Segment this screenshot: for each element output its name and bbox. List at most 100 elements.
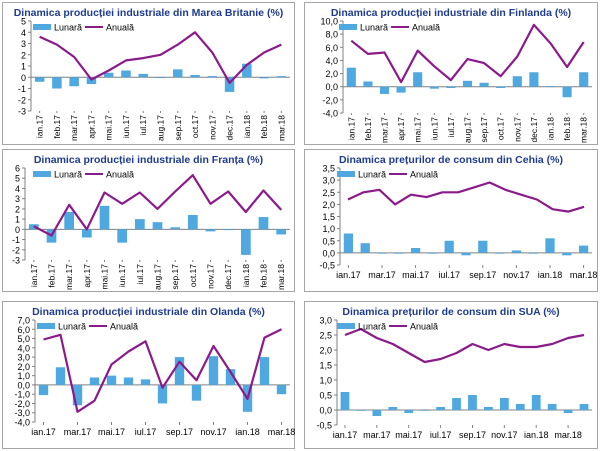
y-tick-label: -1: [12, 235, 20, 245]
legend-bar-swatch: [33, 24, 51, 30]
x-tick-label: ian.18: [538, 270, 563, 280]
x-tick-label: feb.18: [562, 117, 572, 141]
bar-monthly: [276, 229, 287, 235]
chart-panel-uk: Dinamica producției industriale din Mare…: [2, 2, 295, 145]
bar-monthly: [545, 86, 556, 87]
bar-monthly: [134, 219, 145, 230]
y-tick-label: 6: [15, 164, 20, 174]
legend-bar-swatch: [37, 323, 55, 329]
y-tick-label: 3: [21, 39, 26, 49]
bar-monthly: [123, 377, 134, 385]
bar-monthly: [174, 357, 185, 385]
y-tick-label: 0,0: [322, 248, 335, 258]
x-tick-label: nov.17: [200, 427, 226, 437]
x-tick-label: mai.17: [402, 270, 429, 280]
bar-monthly: [259, 357, 270, 385]
bar-monthly: [152, 222, 163, 230]
x-tick-label: feb.17: [363, 117, 373, 141]
bar-monthly: [121, 70, 131, 78]
bar-monthly: [69, 77, 79, 87]
x-tick-label: feb.17: [47, 264, 57, 288]
bar-monthly: [157, 384, 168, 404]
y-tick-label: -3: [18, 107, 26, 117]
chart-title: Dinamica producției industriale din Finl…: [330, 7, 572, 19]
y-tick-label: 0,5: [322, 236, 335, 246]
y-tick-label: 0,0: [325, 82, 338, 92]
y-tick-label: 1: [21, 62, 26, 72]
chart-title: Dinamica producției industriale din Mare…: [13, 7, 284, 19]
bar-monthly: [187, 215, 198, 230]
bar-monthly: [404, 410, 414, 413]
y-tick-label: 5: [21, 17, 26, 27]
x-tick-label: iul.17: [135, 427, 157, 437]
bar-monthly: [531, 395, 541, 410]
legend-label-annual: Anuală: [106, 170, 134, 180]
y-tick-label: -2,0: [322, 95, 338, 105]
x-tick-label: dec.17: [529, 117, 539, 143]
y-tick-label: 2,0: [322, 200, 335, 210]
x-tick-label: ian.17: [346, 117, 356, 140]
y-tick-label: 4: [21, 28, 26, 38]
y-tick-label: 3,0: [322, 176, 335, 186]
x-tick-label: ian.18: [235, 427, 260, 437]
x-tick-label: mar.17: [380, 117, 390, 143]
y-tick-label: -0,5: [319, 261, 335, 271]
bar-monthly: [478, 240, 488, 253]
x-tick-label: mar.17: [64, 264, 74, 290]
line-annual: [33, 174, 283, 237]
x-tick-label: ian.17: [336, 270, 361, 280]
y-tick-label: 10,0: [320, 17, 338, 27]
x-tick-label: sep.17: [469, 270, 496, 280]
chart-title: Dinamica producției industriale din Olan…: [32, 306, 265, 318]
y-tick-label: 2: [21, 50, 26, 60]
bar-monthly: [562, 252, 572, 256]
x-tick-label: nov.17: [503, 270, 529, 280]
y-tick-label: -3,0: [14, 408, 30, 418]
y-tick-label: -3: [12, 256, 20, 266]
bar-monthly: [452, 398, 461, 410]
x-tick-label: apr.17: [86, 115, 96, 139]
bar-monthly: [207, 76, 218, 78]
legend-label-monthly: Lunară: [58, 322, 86, 332]
bar-monthly: [276, 76, 287, 78]
bar-monthly: [106, 375, 117, 385]
y-tick-label: 0: [21, 73, 26, 83]
bar-monthly: [86, 77, 97, 84]
bar-monthly: [89, 377, 100, 385]
bar-monthly: [81, 229, 92, 238]
bar-monthly: [223, 229, 234, 231]
bar-monthly: [99, 205, 110, 230]
bar-monthly: [55, 367, 66, 385]
x-tick-label: mai.17: [104, 115, 114, 141]
bar-monthly: [394, 252, 404, 254]
legend-label-monthly: Lunară: [360, 23, 388, 33]
y-tick-label: 3,0: [17, 353, 30, 363]
x-tick-label: dec.17: [223, 264, 233, 290]
bar-monthly: [545, 238, 555, 253]
y-tick-label: 0: [15, 225, 20, 235]
y-tick-label: 1,0: [322, 224, 335, 234]
y-tick-label: 0,0: [17, 380, 30, 390]
bar-monthly: [191, 384, 202, 401]
x-tick-label: aug.17: [153, 264, 163, 290]
bar-monthly: [38, 384, 49, 396]
y-tick-label: 5: [15, 174, 20, 184]
x-tick-label: aug.17: [156, 115, 166, 141]
x-tick-label: ian.17: [29, 264, 39, 287]
x-tick-label: iul.17: [446, 117, 456, 138]
bar-monthly: [356, 410, 366, 411]
x-tick-label: ian.18: [524, 430, 549, 440]
y-tick-label: 0,5: [319, 391, 332, 401]
bar-monthly: [242, 63, 252, 78]
bar-monthly: [276, 384, 287, 395]
x-tick-label: ian.17: [31, 427, 56, 437]
bar-monthly: [103, 72, 114, 78]
x-tick-label: ian.17: [35, 115, 45, 138]
legend-label-annual: Anuală: [410, 322, 438, 332]
x-tick-label: feb.18: [259, 115, 269, 139]
bar-monthly: [346, 67, 356, 87]
